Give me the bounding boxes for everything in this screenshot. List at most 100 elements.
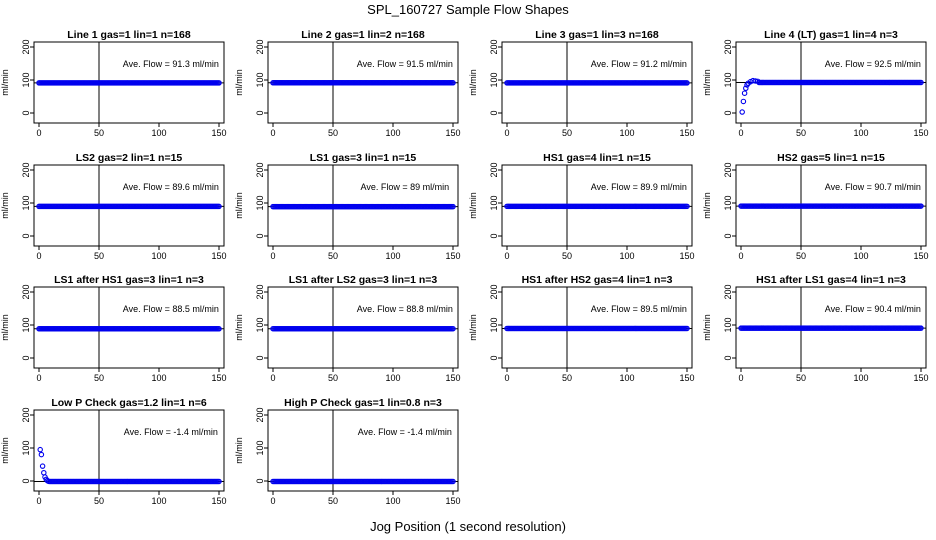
x-tick-label: 0 (36, 251, 41, 261)
data-point (918, 203, 924, 209)
y-tick-label: 200 (21, 39, 31, 54)
panel-title: Line 1 gas=1 lin=1 n=168 (67, 29, 191, 41)
data-point (216, 80, 222, 86)
y-axis-label: ml/min (702, 69, 712, 96)
x-tick-label: 50 (796, 128, 806, 138)
panel: Line 2 gas=1 lin=2 n=168 ml/min 0 100 200 0 50… (234, 29, 461, 138)
panel: LS1 after HS1 gas=3 lin=1 n=3 ml/min 0 100 2… (0, 274, 227, 383)
average-annotation: Ave. Flow = -1.4 ml/min (358, 427, 452, 437)
panel-title: Line 3 gas=1 lin=3 n=168 (535, 29, 659, 41)
x-tick-label: 100 (151, 496, 166, 506)
x-tick-label: 100 (385, 496, 400, 506)
average-annotation: Ave. Flow = 92.5 ml/min (825, 59, 921, 69)
y-tick-label: 200 (723, 284, 733, 299)
x-tick-label: 50 (796, 373, 806, 383)
average-annotation: Ave. Flow = 89.5 ml/min (591, 304, 687, 314)
x-tick-label: 50 (562, 251, 572, 261)
x-tick-label: 150 (913, 373, 928, 383)
panel-title: Low P Check gas=1.2 lin=1 n=6 (51, 397, 206, 409)
panel: Line 3 gas=1 lin=3 n=168 ml/min 0 100 200 0 50… (468, 29, 695, 138)
y-tick-label: 0 (489, 110, 499, 115)
panel: HS1 after HS2 gas=4 lin=1 n=3 ml/min 0 100 2… (468, 274, 695, 383)
y-tick-label: 0 (255, 478, 265, 483)
panel-frame (501, 164, 693, 247)
panel-title: LS2 gas=2 lin=1 n=15 (76, 152, 183, 164)
x-tick-label: 50 (94, 373, 104, 383)
x-tick-label: 100 (619, 251, 634, 261)
average-annotation: Ave. Flow = 91.5 ml/min (357, 59, 453, 69)
x-tick-label: 0 (738, 251, 743, 261)
y-axis-label: ml/min (234, 314, 244, 341)
panel: HS1 gas=4 lin=1 n=15 ml/min 0 100 200 0 50 100 1… (468, 152, 695, 261)
x-tick-label: 150 (913, 128, 928, 138)
x-tick-label: 0 (270, 251, 275, 261)
panel-title: HS1 after HS2 gas=4 lin=1 n=3 (522, 274, 673, 286)
x-tick-label: 100 (385, 373, 400, 383)
y-axis-label: ml/min (234, 437, 244, 464)
x-tick-label: 100 (151, 128, 166, 138)
panel-title: Line 2 gas=1 lin=2 n=168 (301, 29, 425, 41)
y-axis-label: ml/min (234, 69, 244, 96)
figure-title: SPL_160727 Sample Flow Shapes (367, 2, 569, 17)
y-axis-label: ml/min (468, 192, 478, 219)
y-tick-label: 100 (21, 317, 31, 332)
x-axis-label: Jog Position (1 second resolution) (370, 519, 566, 534)
x-tick-label: 150 (913, 251, 928, 261)
panel-title: High P Check gas=1 lin=0.8 n=3 (284, 397, 442, 409)
x-tick-label: 0 (738, 128, 743, 138)
y-tick-label: 200 (255, 407, 265, 422)
x-tick-label: 50 (328, 496, 338, 506)
x-tick-label: 150 (445, 128, 460, 138)
x-tick-label: 100 (853, 251, 868, 261)
average-annotation: Ave. Flow = 89.6 ml/min (123, 182, 219, 192)
panel-title: Line 4 (LT) gas=1 lin=4 n=3 (764, 29, 898, 41)
y-axis-label: ml/min (234, 192, 244, 219)
x-tick-label: 0 (504, 128, 509, 138)
data-point (918, 325, 924, 331)
x-tick-label: 150 (445, 373, 460, 383)
average-annotation: Ave. Flow = 88.5 ml/min (123, 304, 219, 314)
y-tick-label: 0 (21, 355, 31, 360)
x-tick-label: 0 (270, 128, 275, 138)
x-tick-label: 0 (504, 373, 509, 383)
y-tick-label: 100 (723, 317, 733, 332)
x-tick-label: 50 (562, 128, 572, 138)
panel-title: HS1 gas=4 lin=1 n=15 (543, 152, 651, 164)
y-tick-label: 100 (723, 195, 733, 210)
y-tick-label: 100 (489, 317, 499, 332)
panel-frame (501, 286, 693, 369)
y-tick-label: 0 (723, 110, 733, 115)
x-tick-label: 100 (385, 251, 400, 261)
x-tick-label: 100 (619, 128, 634, 138)
data-point (216, 478, 222, 485)
panel-frame (267, 409, 459, 492)
y-axis-label: ml/min (468, 69, 478, 96)
y-tick-label: 200 (723, 162, 733, 177)
average-annotation: Ave. Flow = -1.4 ml/min (124, 427, 218, 437)
y-tick-label: 200 (21, 407, 31, 422)
x-tick-label: 50 (328, 128, 338, 138)
panel: High P Check gas=1 lin=0.8 n=3 ml/min 0 100… (234, 397, 461, 506)
data-point (450, 325, 456, 332)
panel-title: LS1 after LS2 gas=3 lin=1 n=3 (289, 274, 438, 286)
y-tick-label: 100 (255, 317, 265, 332)
x-tick-label: 0 (270, 496, 275, 506)
x-tick-label: 0 (270, 373, 275, 383)
y-tick-label: 100 (723, 72, 733, 87)
x-tick-label: 0 (36, 373, 41, 383)
y-tick-label: 200 (255, 39, 265, 54)
average-annotation: Ave. Flow = 88.8 ml/min (357, 304, 453, 314)
panel-frame (735, 286, 927, 369)
panel-title: LS1 gas=3 lin=1 n=15 (310, 152, 417, 164)
x-tick-label: 150 (445, 251, 460, 261)
x-tick-label: 150 (445, 496, 460, 506)
x-tick-label: 50 (328, 373, 338, 383)
y-tick-label: 100 (255, 440, 265, 455)
y-axis-label: ml/min (702, 314, 712, 341)
x-tick-label: 150 (679, 251, 694, 261)
x-tick-label: 100 (619, 373, 634, 383)
x-tick-label: 50 (796, 251, 806, 261)
y-tick-label: 200 (21, 284, 31, 299)
panel: LS1 after LS2 gas=3 lin=1 n=3 ml/min 0 100 2… (234, 274, 461, 383)
x-tick-label: 100 (151, 373, 166, 383)
